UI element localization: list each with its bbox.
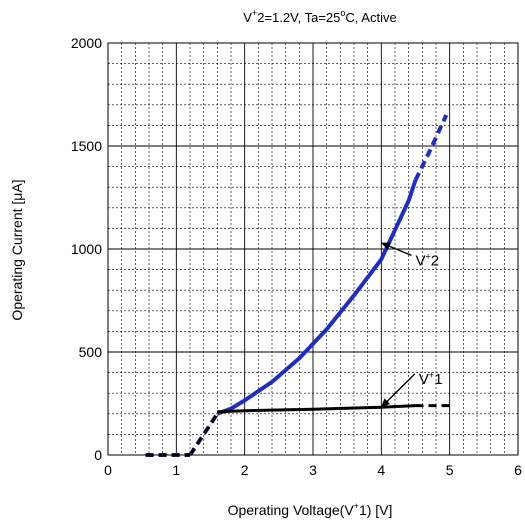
y-tick-label: 500: [79, 344, 103, 360]
x-tick-label: 6: [514, 462, 522, 478]
series-line-segment: [217, 404, 416, 414]
series-label: V+1: [419, 370, 443, 388]
x-tick-label: 0: [104, 462, 112, 478]
series-layer: [145, 114, 450, 457]
plot-frame: [107, 42, 519, 456]
series-label: V+2: [416, 251, 440, 269]
x-axis-label: Operating Voltage(V+1) [V]: [228, 501, 393, 518]
x-tick-label: 1: [172, 462, 180, 478]
y-tick-label: 2000: [71, 35, 102, 51]
x-tick-label: 4: [377, 462, 385, 478]
y-tick-label: 1500: [71, 138, 102, 154]
series-line-segment: [216, 179, 418, 416]
annotation-arrow: [380, 242, 412, 257]
y-axis-tick-labels: 0 500 1000 1500 2000: [71, 35, 102, 463]
major-grid: [108, 43, 518, 455]
series-v-plus-1: [145, 404, 450, 457]
x-axis-tick-labels: 0 1 2 3 4 5 6: [104, 462, 522, 478]
series-line-segment: [413, 114, 449, 181]
x-tick-label: 5: [446, 462, 454, 478]
y-axis-label: Operating Current [μA]: [9, 179, 25, 320]
annotation-layer: V+2 V+1: [380, 242, 443, 409]
y-tick-label: 1000: [71, 241, 102, 257]
x-tick-label: 2: [241, 462, 249, 478]
chart-title: V+2=1.2V, Ta=25oC, Active: [243, 8, 396, 25]
x-tick-label: 3: [309, 462, 317, 478]
series-v-plus-2: [145, 114, 449, 457]
annotation-arrow: [380, 373, 416, 409]
y-tick-label: 0: [94, 447, 102, 463]
series-line-segment: [188, 412, 219, 456]
